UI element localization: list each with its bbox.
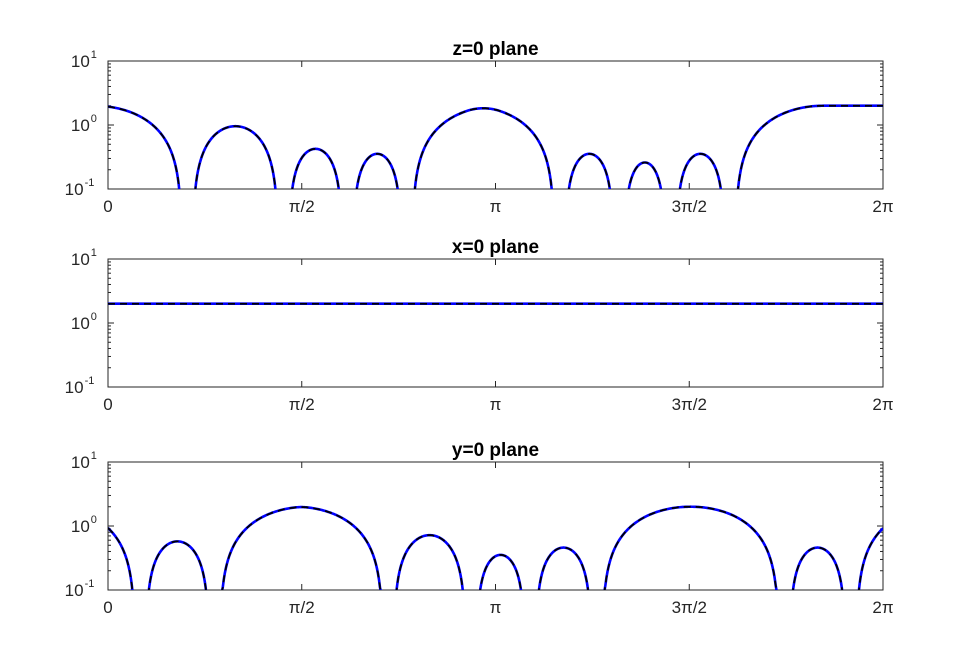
y-tick-label: 10	[71, 314, 90, 333]
x-tick-label: π	[490, 598, 502, 617]
x-tick-label: π	[490, 197, 502, 216]
y-tick-exponent: -1	[85, 177, 95, 189]
y-tick-base: 10	[71, 517, 90, 536]
axes-box	[107, 258, 884, 388]
y-tick-exponent: 1	[91, 450, 97, 462]
y-tick-base: 10	[65, 581, 84, 600]
y-tick-base: 10	[71, 116, 90, 135]
y-tick-exponent: 1	[91, 49, 97, 61]
subplot-title: x=0 plane	[452, 237, 539, 258]
x-tick-label: π/2	[289, 395, 315, 414]
y-tick-base: 10	[71, 250, 90, 269]
axes-box	[107, 461, 884, 591]
series-line-dashed	[108, 104, 883, 189]
y-tick-exponent: 0	[91, 311, 97, 323]
x-tick-label: π/2	[289, 598, 315, 617]
y-tick-base: 10	[65, 378, 84, 397]
y-tick-label: 10	[65, 180, 84, 199]
x-tick-label: π/2	[289, 197, 315, 216]
x-tick-label: 3π/2	[672, 598, 707, 617]
x-tick-label: 0	[103, 197, 112, 216]
x-tick-label: 2π	[872, 598, 893, 617]
y-tick-exponent: 0	[91, 514, 97, 526]
y-tick-base: 10	[65, 180, 84, 199]
x-tick-label: 2π	[872, 395, 893, 414]
y-tick-base: 10	[71, 314, 90, 333]
y-tick-label: 10	[65, 378, 84, 397]
x-tick-label: 0	[103, 598, 112, 617]
subplot-title: y=0 plane	[452, 440, 539, 461]
x-tick-label: π	[490, 395, 502, 414]
y-tick-label: 10	[65, 581, 84, 600]
y-tick-exponent: 0	[91, 113, 97, 125]
y-tick-label: 10	[71, 116, 90, 135]
y-tick-label: 10	[71, 517, 90, 536]
x-tick-label: 2π	[872, 197, 893, 216]
y-tick-label: 10	[71, 250, 90, 269]
y-tick-exponent: -1	[85, 375, 95, 387]
axes-box	[107, 60, 884, 190]
x-tick-label: 3π/2	[672, 197, 707, 216]
y-tick-label: 10	[71, 453, 90, 472]
series-line-dashed	[108, 505, 883, 590]
y-tick-label: 10	[71, 52, 90, 71]
y-tick-exponent: 1	[91, 247, 97, 259]
y-tick-base: 10	[71, 453, 90, 472]
y-tick-base: 10	[71, 52, 90, 71]
y-tick-exponent: -1	[85, 578, 95, 590]
x-tick-label: 3π/2	[672, 395, 707, 414]
subplot-title: z=0 plane	[452, 39, 538, 60]
x-tick-label: 0	[103, 395, 112, 414]
